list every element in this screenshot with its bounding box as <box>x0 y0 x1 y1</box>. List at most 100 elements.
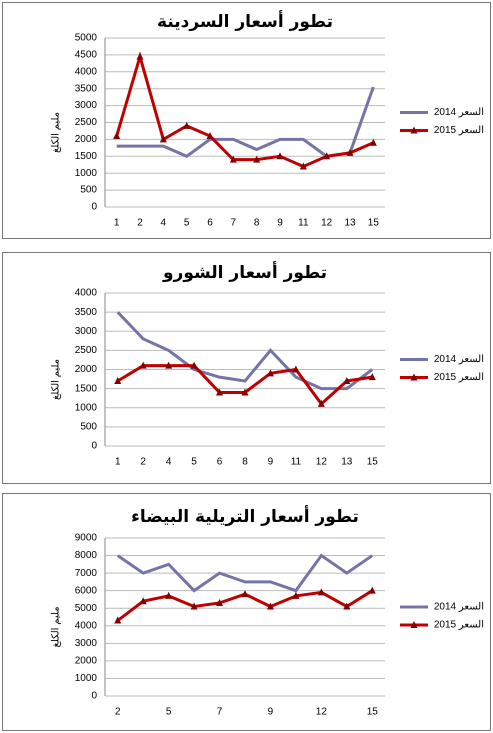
point-marker <box>317 588 325 596</box>
y-tick-label: 8000 <box>75 550 98 561</box>
chart-title: تطور أسعار السردينة <box>157 10 333 32</box>
x-tick-label: 4 <box>166 457 172 468</box>
point-marker <box>139 597 147 605</box>
point-marker <box>343 376 351 384</box>
chart-title: تطور أسعار الشورو <box>162 261 327 283</box>
point-marker <box>253 155 261 163</box>
y-tick-label: 7000 <box>75 568 98 579</box>
point-marker <box>165 361 173 369</box>
legend-marker <box>410 126 418 134</box>
point-marker <box>241 388 249 396</box>
y-tick-label: 3500 <box>75 83 98 94</box>
x-tick-label: 1 <box>114 218 120 229</box>
x-tick-label: 12 <box>316 457 328 468</box>
y-tick-label: 1000 <box>75 673 98 684</box>
point-marker <box>292 591 300 599</box>
x-tick-label: 15 <box>367 707 379 718</box>
point-marker <box>346 148 354 156</box>
y-tick-label: 4000 <box>75 288 98 299</box>
series-line <box>115 51 374 169</box>
legend-marker <box>410 621 418 628</box>
y-tick-label: 1500 <box>75 383 98 394</box>
x-tick-label: 12 <box>321 218 333 229</box>
x-tick-label: 13 <box>341 457 353 468</box>
point-marker <box>317 399 325 407</box>
x-tick-label: 8 <box>254 218 260 229</box>
x-tick-label: 7 <box>231 218 237 229</box>
x-tick-label: 7 <box>217 707 223 718</box>
point-marker <box>368 373 376 381</box>
point-marker <box>368 586 376 594</box>
point-marker <box>369 138 377 146</box>
x-tick-label: 8 <box>242 457 248 468</box>
y-tick-label: 3500 <box>75 307 98 318</box>
y-tick-label: 6000 <box>75 585 98 596</box>
x-tick-label: 2 <box>140 457 146 468</box>
point-marker <box>299 162 307 170</box>
point-marker <box>229 155 237 163</box>
point-marker <box>292 365 300 373</box>
point-marker <box>190 361 198 369</box>
point-marker <box>241 590 249 598</box>
x-tick-label: 12 <box>316 707 328 718</box>
x-tick-label: 6 <box>207 218 213 229</box>
x-tick-label: 9 <box>277 218 283 229</box>
x-tick-label: 2 <box>115 707 121 718</box>
x-tick-label: 5 <box>184 218 190 229</box>
point-marker <box>183 121 191 129</box>
y-tick-label: 1000 <box>75 402 98 413</box>
x-tick-label: 15 <box>368 218 380 229</box>
legend-label: السعر 2015 <box>434 620 484 631</box>
point-marker <box>113 132 121 140</box>
y-tick-label: 4000 <box>75 620 98 631</box>
y-tick-label: 500 <box>80 185 97 196</box>
y-tick-label: 2000 <box>75 656 98 667</box>
x-tick-label: 13 <box>344 218 356 229</box>
x-tick-label: 9 <box>268 707 274 718</box>
panel-frame <box>2 493 491 731</box>
y-tick-label: 0 <box>91 691 97 702</box>
x-tick-label: 5 <box>191 457 197 468</box>
point-marker <box>136 52 144 60</box>
y-tick-label: 3000 <box>75 326 98 337</box>
y-tick-label: 4500 <box>75 50 98 61</box>
x-tick-label: 1 <box>115 457 121 468</box>
y-tick-label: 2500 <box>75 345 98 356</box>
point-marker <box>114 616 122 624</box>
point-marker <box>266 602 274 610</box>
point-marker <box>323 152 331 160</box>
point-marker <box>266 369 274 377</box>
x-tick-label: 11 <box>298 218 309 229</box>
y-tick-label: 5000 <box>75 33 98 44</box>
point-marker <box>206 132 214 140</box>
x-tick-label: 4 <box>161 218 167 229</box>
y-tick-label: 0 <box>91 202 97 213</box>
y-tick-label: 3000 <box>75 100 98 111</box>
point-marker <box>159 135 167 143</box>
y-tick-label: 1000 <box>75 168 98 179</box>
x-tick-label: 11 <box>291 457 302 468</box>
x-tick-label: 6 <box>217 457 223 468</box>
point-marker <box>190 602 198 610</box>
y-tick-label: 4000 <box>75 66 98 77</box>
point-marker <box>114 376 122 384</box>
y-tick-label: 1500 <box>75 151 98 162</box>
y-tick-label: 500 <box>80 422 97 433</box>
y-tick-label: 2000 <box>75 134 98 145</box>
series-line <box>116 311 374 391</box>
y-axis-label: مليم الكلغ <box>51 359 62 400</box>
y-axis-label: مليم الكلغ <box>51 606 62 647</box>
point-marker <box>165 591 173 599</box>
point-marker <box>343 602 351 610</box>
point-marker <box>216 598 224 606</box>
y-tick-label: 9000 <box>75 533 98 544</box>
chart-title: تطور أسعار التريلية البيضاء <box>131 505 359 527</box>
legend-marker <box>410 373 418 381</box>
y-tick-label: 0 <box>91 441 97 452</box>
y-tick-label: 2500 <box>75 117 98 128</box>
point-marker <box>216 388 224 396</box>
legend-label: السعر 2014 <box>434 354 484 365</box>
legend-label: السعر 2014 <box>434 602 484 613</box>
